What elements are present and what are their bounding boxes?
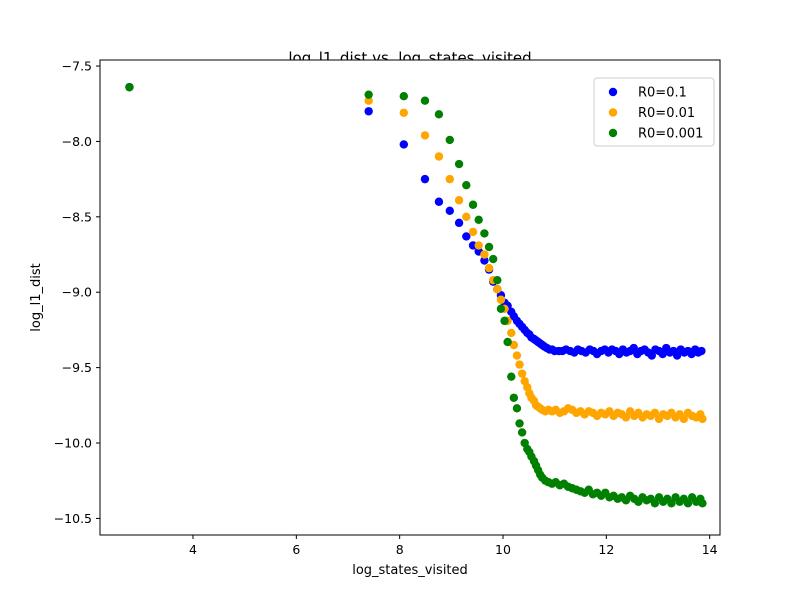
data-point	[679, 414, 689, 424]
y-axis-ticks: −7.5 −8.0 −8.5 −9.0 −9.5 −10.0 −10.5	[54, 59, 100, 526]
data-point	[672, 351, 682, 360]
data-point	[420, 174, 430, 184]
data-point	[420, 131, 430, 140]
data-point	[496, 304, 506, 314]
data-point	[515, 419, 524, 428]
data-point	[480, 229, 489, 238]
data-point	[445, 135, 454, 145]
data-point	[399, 108, 408, 117]
legend-label: R0=0.001	[638, 127, 703, 142]
series-layer	[125, 82, 707, 508]
data-point	[621, 413, 631, 422]
data-point	[462, 212, 471, 222]
data-point	[462, 232, 471, 241]
data-point	[512, 404, 522, 413]
data-point	[474, 241, 483, 250]
y-tick-label: −7.5	[62, 59, 92, 74]
data-point	[493, 275, 502, 285]
plot-frame	[99, 59, 721, 536]
data-point	[468, 200, 478, 209]
data-point	[480, 250, 489, 259]
data-point	[462, 180, 471, 190]
series-1	[125, 82, 706, 360]
data-point	[454, 218, 464, 228]
data-point	[484, 263, 494, 273]
data-point	[454, 159, 464, 169]
x-tick-label: 14	[702, 542, 718, 557]
x-tick-label: 10	[495, 542, 511, 557]
plot-area	[99, 59, 721, 536]
data-point	[667, 499, 676, 508]
x-tick-label: 6	[292, 542, 300, 557]
data-point	[517, 369, 527, 378]
data-point	[683, 499, 693, 508]
legend-marker	[608, 108, 618, 117]
data-point	[500, 316, 509, 326]
data-point	[454, 196, 464, 205]
data-point	[509, 340, 519, 350]
data-point	[496, 295, 506, 304]
x-tick-label: 4	[189, 542, 197, 557]
y-tick-label: −8.0	[62, 134, 92, 149]
data-point	[484, 242, 494, 252]
data-point	[697, 346, 706, 356]
data-point	[507, 372, 516, 381]
data-point	[512, 351, 522, 360]
legend-entries: R0=0.1 R0=0.01 R0=0.001	[608, 86, 703, 142]
series-2	[364, 96, 707, 424]
data-point	[488, 254, 498, 264]
data-point	[698, 414, 707, 424]
data-point	[445, 174, 454, 184]
legend-marker	[608, 128, 618, 138]
legend-marker	[608, 87, 618, 97]
y-axis-label: log_l1_dist	[29, 263, 44, 331]
x-axis-ticks: 4 6 8 10 12 14	[189, 535, 718, 557]
data-point	[517, 428, 527, 437]
data-point	[364, 107, 373, 116]
data-point	[434, 152, 444, 161]
x-axis-label: log_states_visited	[352, 563, 468, 578]
data-point	[125, 82, 134, 92]
data-point	[420, 96, 430, 105]
y-tick-label: −10.0	[54, 436, 92, 451]
y-tick-label: −10.5	[54, 511, 92, 526]
data-point	[399, 91, 408, 101]
data-point	[647, 351, 656, 360]
data-point	[507, 328, 516, 338]
series-3	[125, 82, 707, 508]
data-point	[474, 215, 483, 225]
data-point	[399, 140, 408, 149]
legend: R0=0.1 R0=0.01 R0=0.001	[593, 77, 715, 147]
data-point	[658, 349, 667, 359]
data-point	[698, 499, 707, 508]
data-point	[445, 206, 454, 215]
legend-box	[593, 77, 715, 147]
data-point	[650, 499, 660, 508]
data-point	[468, 227, 478, 237]
legend-label: R0=0.01	[638, 106, 695, 121]
data-point	[509, 393, 519, 402]
y-tick-label: −8.5	[62, 209, 92, 224]
y-tick-label: −9.5	[62, 360, 92, 375]
data-point	[364, 96, 373, 105]
data-point	[434, 110, 444, 119]
data-point	[364, 90, 373, 99]
data-point	[650, 408, 660, 418]
data-point	[493, 285, 502, 294]
x-tick-label: 12	[598, 542, 614, 557]
x-tick-label: 8	[396, 542, 404, 557]
y-tick-label: −9.0	[62, 285, 92, 300]
data-point	[434, 197, 444, 206]
data-point	[480, 256, 489, 265]
data-point	[629, 343, 638, 353]
data-point	[515, 360, 524, 369]
legend-label: R0=0.1	[638, 86, 687, 101]
data-point	[503, 337, 512, 347]
